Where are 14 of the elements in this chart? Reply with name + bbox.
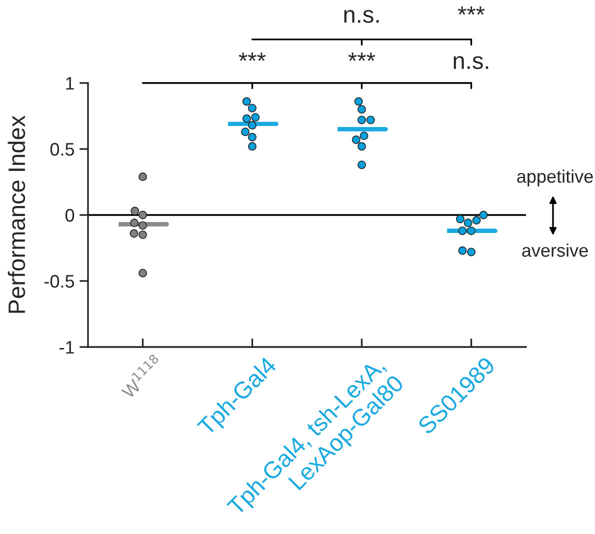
y-tick-label: 0 bbox=[65, 208, 74, 222]
y-tick-label: 1 bbox=[66, 77, 74, 90]
annotation: appetitive bbox=[517, 170, 593, 186]
annotation: aversive bbox=[522, 244, 588, 257]
text: n.s. bbox=[454, 56, 488, 70]
x-tick-label: W$^{1118}$ bbox=[118, 354, 164, 400]
text: *** bbox=[348, 52, 376, 61]
text: n.s. bbox=[344, 10, 379, 23]
text: *** bbox=[458, 6, 485, 15]
y-axis-title: Performance Index bbox=[8, 116, 26, 313]
y-tick-label: 0.5 bbox=[50, 142, 74, 156]
y-tick-label: -0.5 bbox=[44, 274, 74, 288]
text: *** bbox=[238, 52, 266, 61]
y-tick-label: -1 bbox=[60, 341, 74, 354]
